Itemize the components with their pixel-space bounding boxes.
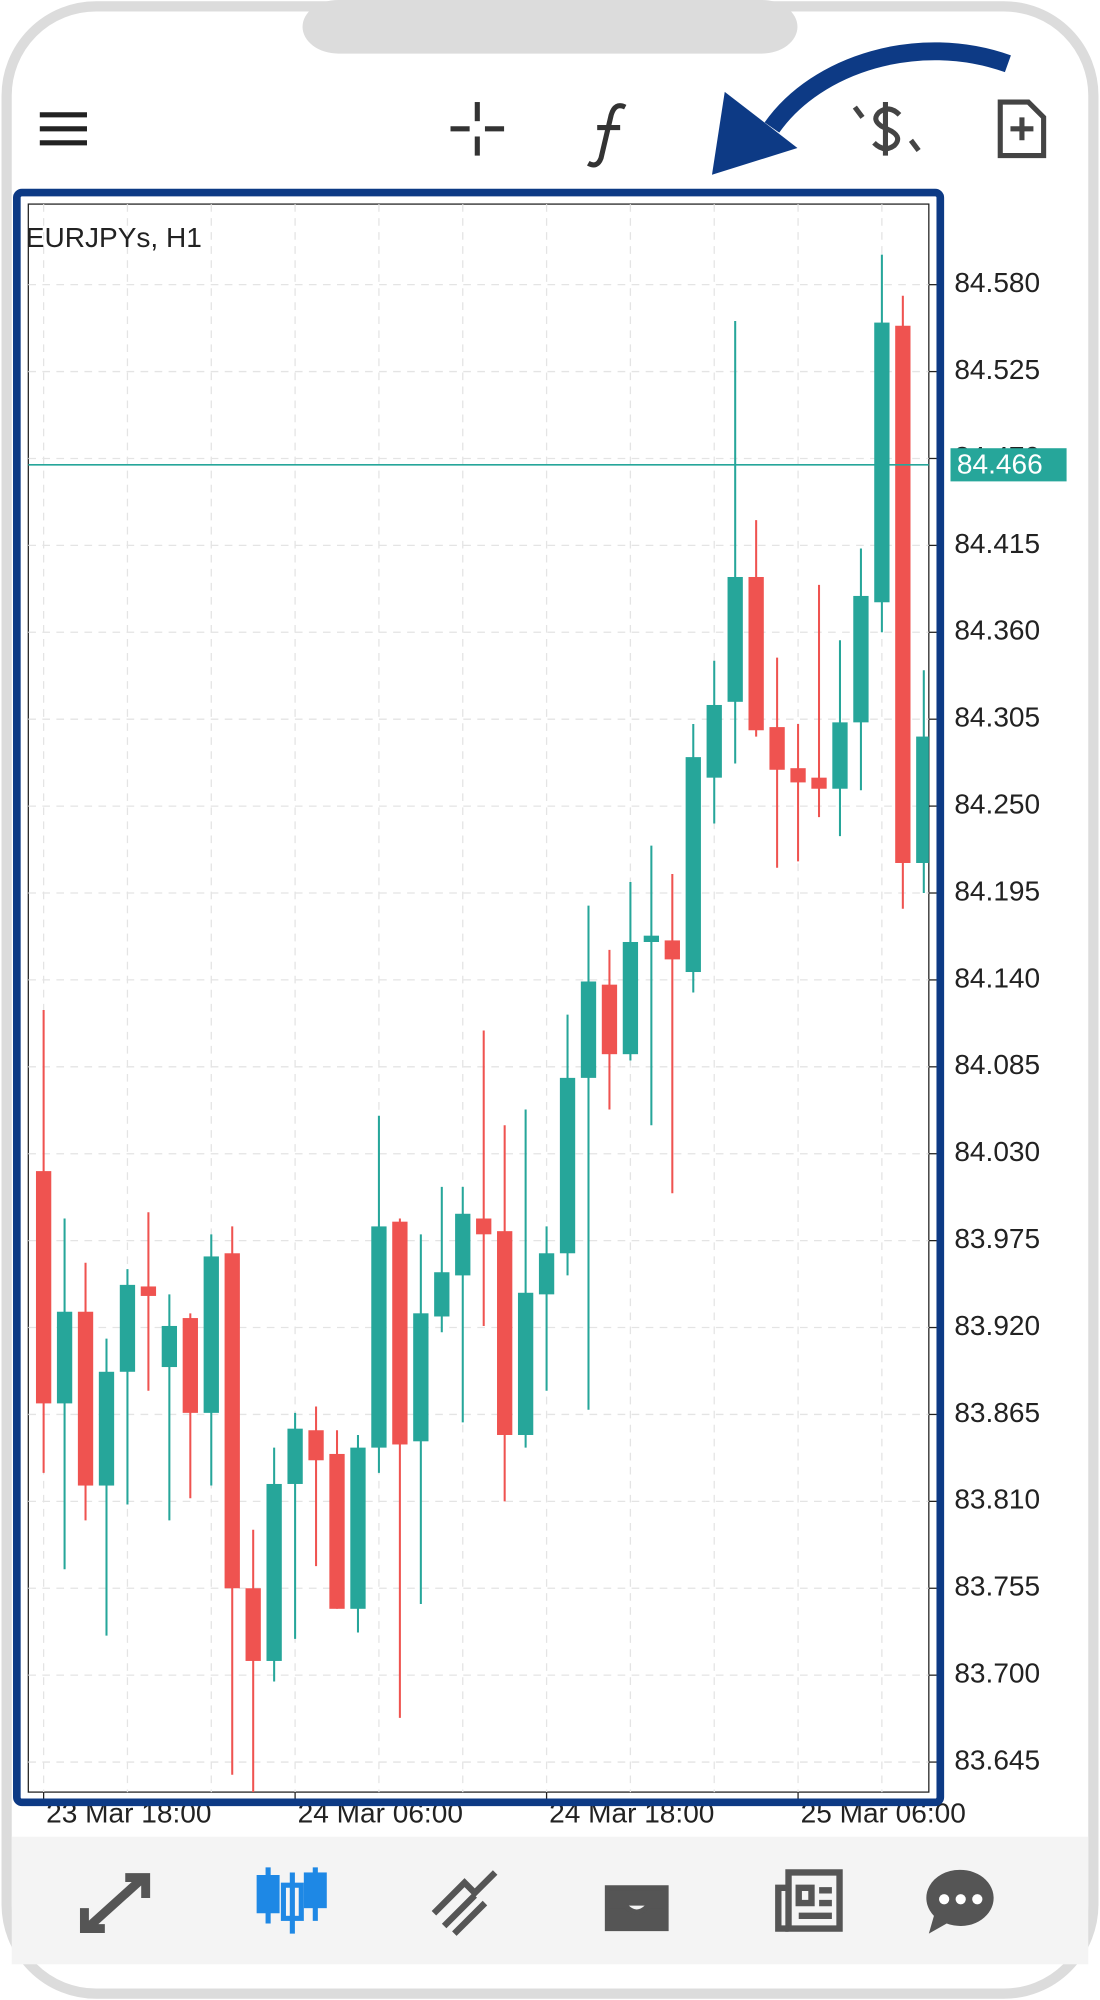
candle-body [287,1428,303,1484]
candle-body [685,757,701,973]
candle-body [392,1221,408,1445]
y-tick-label: 83.920 [954,1310,1040,1341]
candle-body [790,768,806,783]
chart-area [27,203,930,1793]
chart-tab[interactable] [256,1867,327,1934]
notch [302,0,798,54]
menu-button[interactable] [39,112,87,146]
candle-body [266,1483,282,1661]
candle-body [517,1292,534,1435]
y-tick-label: 84.195 [954,875,1040,906]
candle-body [727,576,743,702]
candle-body [161,1325,178,1368]
candle-body [140,1286,157,1296]
y-tick-label: 83.810 [954,1484,1040,1515]
candle-body [224,1253,240,1589]
symbols-button[interactable] [852,102,921,156]
y-tick-label: 83.755 [954,1571,1040,1602]
history-tab[interactable] [604,1885,669,1932]
chart-title: EURJPYs, H1 [26,222,202,253]
candle-body [643,935,660,942]
axes: 84.58084.52584.47084.41584.36084.30584.2… [28,267,1067,1828]
candle-body [413,1313,429,1442]
chat-tab[interactable] [926,1869,994,1934]
candle-body [895,325,911,863]
candle-body [916,736,929,863]
candle-body [874,322,890,603]
candle-body [538,1253,555,1295]
candle-body [832,722,848,789]
y-tick-label: 84.085 [954,1049,1040,1080]
candle-body [811,777,827,789]
candle-body [77,1311,94,1486]
y-tick-label: 84.030 [954,1136,1040,1167]
candle-body [245,1588,261,1661]
y-tick-label: 84.525 [954,354,1040,385]
annotation-arrow [764,42,1011,133]
candle-body [769,727,785,770]
candle-body [35,1171,52,1404]
candle-body [98,1371,115,1486]
candle-body [182,1318,198,1413]
candle-body [119,1284,136,1372]
candle-body [434,1272,450,1317]
candle-body [371,1226,387,1448]
candle-body [706,704,722,778]
y-tick-label: 84.580 [954,267,1040,298]
y-tick-label: 84.250 [954,789,1040,820]
candle-body [476,1218,492,1235]
candles [35,254,929,1793]
candle-body [329,1453,345,1609]
crosshair-button[interactable] [450,102,505,156]
current-price-badge [950,448,1067,482]
candle-body [853,595,869,723]
current-price-label: 84.466 [957,448,1043,479]
candle-body [601,984,618,1055]
candle-body [559,1077,576,1254]
candle-body [497,1231,513,1435]
candle-body [455,1213,471,1276]
grid [28,204,929,1793]
trade-tab[interactable] [431,1870,498,1936]
indicators-button[interactable] [587,103,627,168]
candle-body [56,1311,73,1404]
y-tick-label: 84.305 [954,702,1040,733]
new-order-button[interactable] [997,99,1047,159]
y-tick-label: 84.360 [954,615,1040,646]
y-tick-label: 83.865 [954,1397,1040,1428]
y-tick-label: 83.645 [954,1744,1040,1775]
bottom-nav [11,1836,1089,1965]
y-tick-label: 83.700 [954,1658,1040,1689]
news-tab[interactable] [775,1869,843,1932]
candle-body [622,941,639,1055]
y-tick-label: 84.140 [954,962,1040,993]
annotation-arrowhead [711,91,798,175]
highlight-frame [13,188,945,1807]
quotes-tab[interactable] [79,1873,151,1934]
candle-body [664,940,680,960]
candle-body [308,1430,324,1461]
y-tick-label: 83.975 [954,1223,1040,1254]
y-tick-label: 84.415 [954,528,1040,559]
candle-body [350,1447,366,1609]
candle-body [748,576,764,731]
candle-body [580,981,597,1078]
candle-body [203,1256,219,1413]
